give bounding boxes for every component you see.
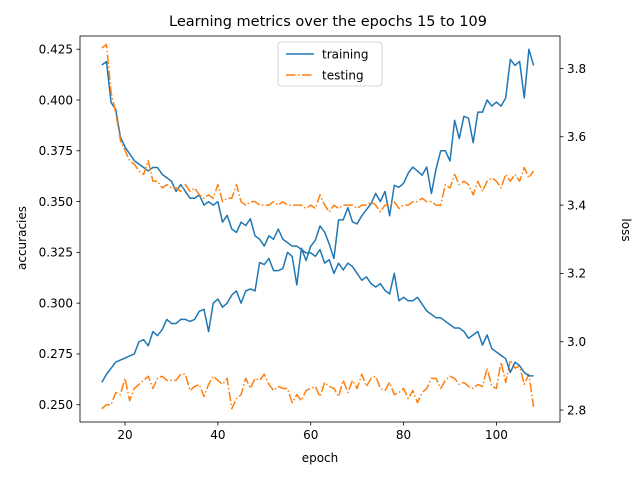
series-line-testing-accuracy [101, 359, 535, 410]
y-left-tick-label-0.300: 0.300 [39, 296, 73, 310]
chart-title: Learning metrics over the epochs 15 to 1… [169, 14, 487, 30]
series-line-testing-loss [101, 43, 535, 213]
y-right-tick-label-3.2: 3.2 [567, 267, 586, 281]
y-right-tick-label-3.4: 3.4 [567, 198, 586, 212]
y-left-tick-label-0.350: 0.350 [39, 195, 73, 209]
series-line-training-loss [101, 60, 534, 377]
y-left-tick-label-0.250: 0.250 [39, 398, 73, 412]
y-left-tick-label-0.425: 0.425 [39, 43, 73, 57]
y-left-tick-label-0.325: 0.325 [39, 246, 73, 260]
y-left-axis-label: accuracies [15, 206, 29, 270]
axes-frame [79, 35, 561, 423]
y-right-tick-label-2.8: 2.8 [567, 403, 586, 417]
y-right-tick-label-3.6: 3.6 [567, 130, 586, 144]
x-tick-label-80: 80 [396, 428, 411, 442]
x-tick-label-40: 40 [210, 428, 225, 442]
y-left-tick-label-0.375: 0.375 [39, 144, 73, 158]
x-tick-label-60: 60 [303, 428, 318, 442]
x-tick-label-100: 100 [485, 428, 508, 442]
y-left-tick-label-0.275: 0.275 [39, 347, 73, 361]
y-right-axis-label: loss [619, 218, 633, 241]
x-tick-label-20: 20 [117, 428, 132, 442]
y-left-tick-label-0.400: 0.400 [39, 93, 73, 107]
legend-label-training: training [322, 47, 369, 61]
y-right-tick-label-3.0: 3.0 [567, 335, 586, 349]
plot-area: 20 40 60 80 100 0.250 0.275 0.300 0.325 0.350 0.37… [39, 35, 586, 442]
series-line-training-accuracy [101, 48, 535, 383]
y-right-tick-label-3.8: 3.8 [567, 62, 586, 76]
legend-label-testing: testing [322, 68, 364, 82]
x-axis-label: epoch [302, 451, 339, 465]
